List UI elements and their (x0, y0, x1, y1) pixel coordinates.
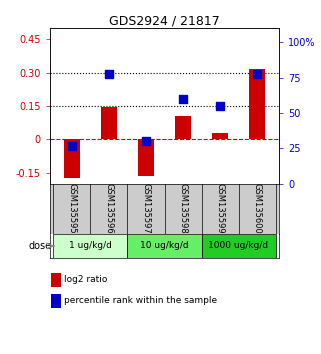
Text: 1000 ug/kg/d: 1000 ug/kg/d (208, 241, 269, 251)
Text: GSM135595: GSM135595 (67, 183, 76, 234)
Point (255, 71, 260, 76)
Bar (249, 69, 265, 139)
Point (180, 96, 186, 102)
Bar (202, 234, 275, 258)
Text: log2 ratio: log2 ratio (64, 275, 108, 284)
Bar (101, 107, 117, 139)
Point (217, 103, 222, 109)
Text: 1 ug/kg/d: 1 ug/kg/d (69, 241, 112, 251)
Text: GSM135598: GSM135598 (178, 183, 187, 234)
Bar (175, 116, 191, 139)
Bar (138, 139, 154, 176)
Text: dose: dose (29, 241, 52, 251)
Bar (54, 234, 127, 258)
Bar (64, 139, 80, 178)
Point (107, 71, 112, 76)
Bar (127, 234, 202, 258)
Text: GSM135600: GSM135600 (253, 183, 262, 234)
Bar (212, 133, 228, 139)
Text: GSM135599: GSM135599 (215, 183, 225, 234)
Title: GDS2924 / 21817: GDS2924 / 21817 (109, 14, 220, 27)
Text: percentile rank within the sample: percentile rank within the sample (64, 296, 217, 306)
Point (69, 143, 74, 148)
Point (143, 138, 149, 144)
Text: 10 ug/kg/d: 10 ug/kg/d (140, 241, 189, 251)
Text: GSM135596: GSM135596 (104, 183, 114, 234)
Text: GSM135597: GSM135597 (142, 183, 151, 234)
